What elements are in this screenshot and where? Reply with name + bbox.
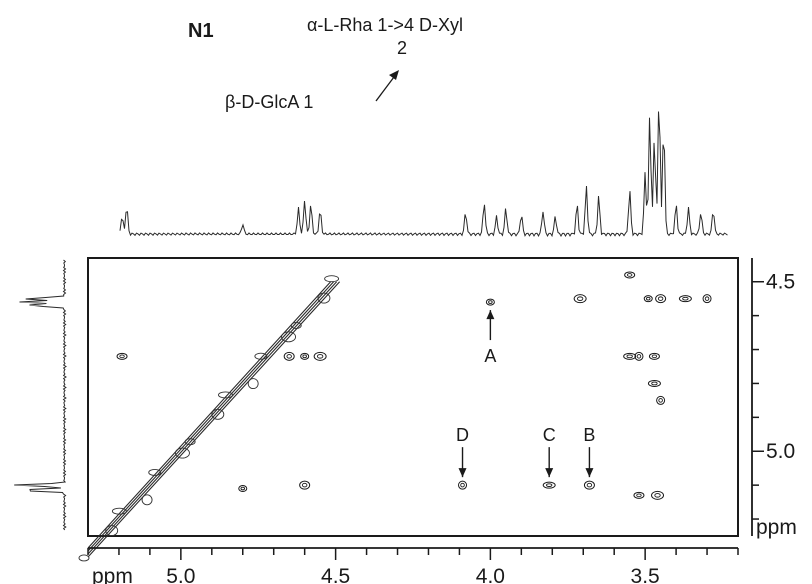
cross-peak-inner xyxy=(651,354,658,359)
cross-peak xyxy=(300,352,310,360)
plot-frame xyxy=(87,257,739,537)
diagonal-contour-blob xyxy=(324,275,340,283)
diagonal-contour-blob xyxy=(78,554,90,562)
cross-peak xyxy=(583,480,595,490)
linkage-arrow xyxy=(375,70,399,102)
diagonal-contour-blob xyxy=(211,408,225,420)
cross-peak xyxy=(238,485,248,493)
peak-annotations: A B C D xyxy=(456,310,595,478)
diagonal-contour-blob xyxy=(254,352,268,360)
figure-label: N1 xyxy=(188,20,214,42)
structure-position: 2 xyxy=(397,38,407,58)
x-axis-label: ppm xyxy=(92,565,133,584)
cross-peak-inner xyxy=(704,296,710,301)
annotation-label: C xyxy=(543,425,556,445)
cross-peak xyxy=(573,294,587,304)
cross-peak-inner xyxy=(626,273,633,277)
diagonal-contour-blob xyxy=(111,507,127,515)
diagonal-band xyxy=(78,275,341,562)
annotation-label: B xyxy=(583,425,595,445)
cross-peak-inner xyxy=(301,482,308,488)
cross-peak-inner xyxy=(302,354,307,359)
annotation-arrowhead xyxy=(585,468,594,478)
cross-peak-inner xyxy=(460,482,465,488)
cross-peak-inner xyxy=(651,381,658,386)
cross-peak-inner xyxy=(240,486,246,491)
annotation-arrowhead xyxy=(545,468,554,478)
cross-peak-inner xyxy=(316,354,324,359)
left-projection-spectrum xyxy=(14,259,67,531)
cross-peak xyxy=(283,351,295,361)
cross-peak-inner xyxy=(682,296,689,301)
diagonal-contour-blob xyxy=(281,331,297,343)
cross-peak-inner xyxy=(286,354,292,359)
top-projection-spectrum xyxy=(119,111,728,238)
diagonal-contour-blob xyxy=(184,438,196,446)
cross-peak xyxy=(702,294,712,304)
cross-peak-inner xyxy=(626,354,633,359)
cross-peak-inner xyxy=(488,300,493,304)
diagonal-contour-blob xyxy=(105,525,119,537)
cross-peak-inner xyxy=(636,493,642,498)
diagonal-contour-blob xyxy=(290,322,302,329)
cross-peak-inner xyxy=(586,482,593,488)
cross-peak xyxy=(313,351,327,361)
cross-peak xyxy=(542,481,556,489)
cross-peak-inner xyxy=(576,296,584,301)
annotation-label: D xyxy=(456,425,469,445)
cross-peak xyxy=(634,351,644,361)
diagonal-contour xyxy=(87,281,332,549)
cross-peak xyxy=(624,271,636,279)
cross-peak-inner xyxy=(654,493,661,498)
diagonal-contour xyxy=(87,281,335,552)
x-tick-label: 5.0 xyxy=(166,565,195,584)
cross-peak xyxy=(678,295,692,303)
x-axis: 5.0 4.5 4.0 3.5 xyxy=(87,547,739,584)
cross-peak xyxy=(656,395,666,405)
cross-peak xyxy=(648,352,660,360)
cross-peak xyxy=(655,294,667,304)
y-tick-label: 5.0 xyxy=(766,440,795,463)
x-tick-label: 4.5 xyxy=(321,565,350,584)
cross-peak xyxy=(633,491,645,499)
cross-peaks xyxy=(116,271,712,500)
cross-peak-inner xyxy=(658,398,663,403)
cross-peak-inner xyxy=(645,296,651,301)
cross-peak xyxy=(485,298,495,306)
cross-peak xyxy=(458,480,468,490)
annotation-arrowhead xyxy=(486,310,495,320)
diagonal-contour xyxy=(87,281,338,555)
y-axis: 4.5 5.0 xyxy=(751,258,795,536)
cross-peak xyxy=(651,490,665,500)
cross-peak-inner xyxy=(546,483,553,487)
cross-peak xyxy=(299,480,311,490)
cross-peak-inner xyxy=(657,296,664,301)
cross-peak xyxy=(623,352,637,360)
correlation-plot: A B C D xyxy=(78,257,739,562)
cross-peak-inner xyxy=(636,354,642,359)
diagonal-contour-blob xyxy=(141,494,153,506)
diagonal-contour xyxy=(87,281,341,558)
diagonal-contour-blob xyxy=(148,469,162,476)
diagonal-contour-blob xyxy=(218,391,233,399)
x-tick-label: 3.5 xyxy=(631,565,660,584)
diagonal-contour-blob xyxy=(174,447,190,459)
cross-peak-inner xyxy=(119,354,125,359)
cross-peak xyxy=(647,379,661,387)
cross-peak xyxy=(643,295,653,303)
diagonal-contour-blob xyxy=(317,292,331,304)
structure-line2: β-D-GlcA 1 xyxy=(225,92,313,112)
annotation-arrowhead xyxy=(458,468,467,478)
diagonal-contour-blob xyxy=(247,378,259,390)
x-tick-label: 4.0 xyxy=(476,565,505,584)
structure-line1: α-L-Rha 1->4 D-Xyl xyxy=(307,15,463,35)
y-axis-label: ppm xyxy=(756,516,797,539)
cross-peak xyxy=(116,352,128,360)
y-tick-label: 4.5 xyxy=(766,271,795,294)
annotation-label: A xyxy=(484,346,496,366)
